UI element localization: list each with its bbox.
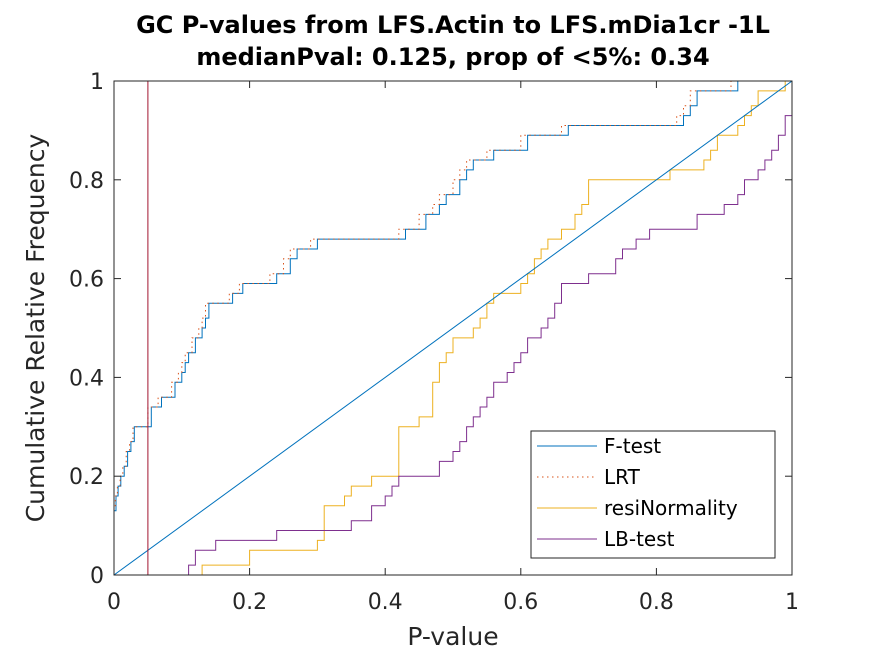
legend-label: LRT (604, 465, 641, 489)
ticks-layer: 0 0.2 0.4 0.6 0.8 1 0 0.2 0.4 0.6 0.8 1 (69, 70, 799, 615)
legend-label: F-test (604, 434, 661, 458)
x-tick-label: 0 (107, 590, 121, 615)
x-tick-label: 0.6 (503, 590, 538, 615)
x-axis-label: P-value (407, 622, 498, 651)
y-tick-label: 0.6 (69, 268, 104, 293)
y-tick-label: 1 (90, 70, 104, 95)
series-line-f-test (113, 80, 792, 575)
chart-subtitle: medianPval: 0.125, prop of <5%: 0.34 (196, 43, 709, 71)
legend-label: LB-test (604, 527, 675, 551)
series-line-lb-test (114, 90, 793, 576)
legend-entries: F-test LRT resiNormality LB-test (537, 434, 738, 551)
chart-title: GC P-values from LFS.Actin to LFS.mDia1c… (136, 11, 770, 39)
series-line-resinormality (114, 80, 792, 576)
legend: F-test LRT resiNormality LB-test (530, 430, 776, 559)
legend-box (530, 430, 776, 559)
legend-label: resiNormality (604, 496, 738, 520)
series-layer (113, 80, 793, 576)
x-tick-label: 1 (785, 590, 799, 615)
x-tick-label: 0.8 (639, 590, 674, 615)
plot-frame (113, 80, 793, 576)
series-line-reference-diagonal (113, 80, 793, 576)
y-tick-label: 0 (90, 564, 104, 589)
series-line-lrt (113, 80, 792, 575)
x-tick-label: 0.2 (232, 590, 267, 615)
x-tick-label: 0.4 (368, 590, 403, 615)
y-tick-label: 0.2 (69, 465, 104, 490)
y-tick-label: 0.8 (69, 169, 104, 194)
y-axis-label: Cumulative Relative Frequency (21, 134, 50, 523)
plot-area: 0 0.2 0.4 0.6 0.8 1 0 0.2 0.4 0.6 0.8 1 (69, 70, 799, 615)
y-tick-label: 0.4 (69, 366, 104, 391)
